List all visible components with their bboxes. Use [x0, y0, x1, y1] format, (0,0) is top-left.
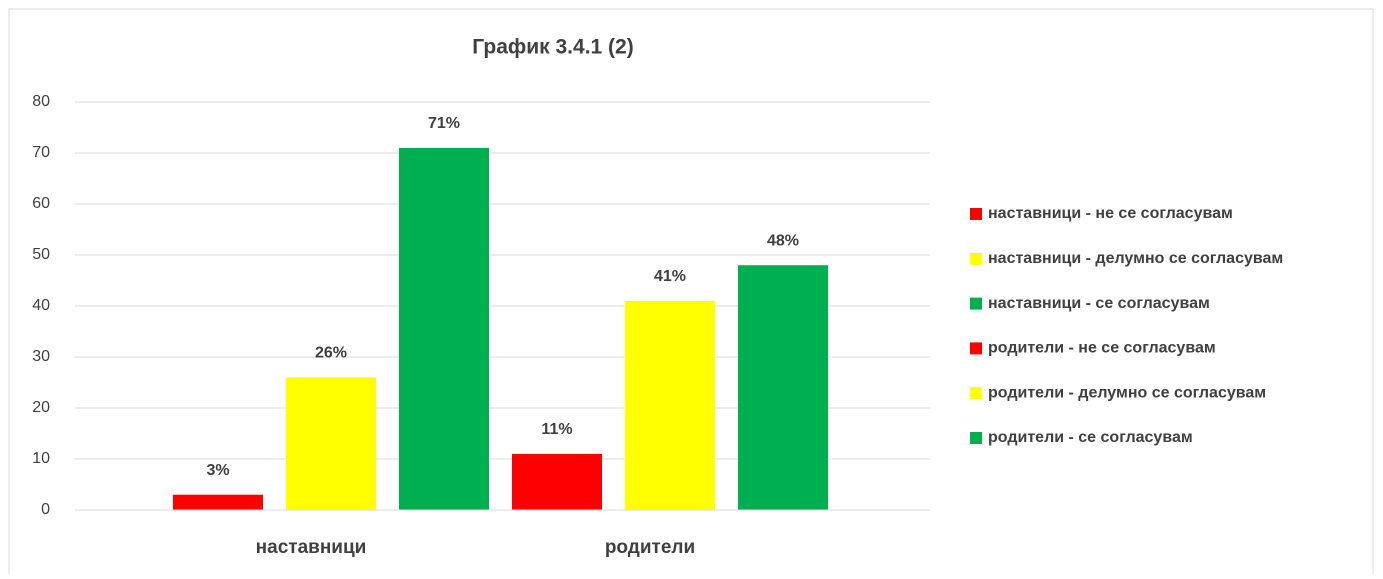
bar — [399, 147, 489, 510]
legend-swatch — [970, 342, 982, 355]
data-label: 48% — [767, 232, 799, 249]
y-tick-label: 80 — [32, 93, 50, 110]
y-tick-label: 0 — [41, 501, 50, 518]
y-tick-label: 50 — [32, 246, 50, 263]
data-label: 71% — [428, 115, 460, 132]
chart-title: График 3.4.1 (2) — [472, 36, 633, 59]
y-tick-label: 30 — [32, 348, 50, 365]
legend-label: родители - се согласувам — [988, 429, 1193, 446]
legend-swatch — [970, 252, 982, 265]
data-label: 11% — [541, 421, 572, 438]
x-tick-label: наставници — [256, 537, 367, 558]
y-tick-label: 60 — [32, 195, 50, 212]
y-tick-label: 70 — [32, 144, 50, 161]
bar — [738, 265, 828, 510]
legend-swatch — [970, 208, 982, 220]
y-tick-label: 10 — [32, 450, 50, 467]
legend-swatch — [970, 387, 982, 400]
y-tick-label: 40 — [32, 297, 50, 314]
data-label: 3% — [206, 462, 229, 479]
y-tick-label: 20 — [32, 399, 50, 416]
x-tick-label: родители — [605, 537, 695, 558]
legend-label: наставници - не се согласувам — [988, 205, 1233, 222]
legend-label: родители - делумно се согласувам — [988, 384, 1266, 401]
legend-swatch — [970, 432, 982, 444]
data-label: 41% — [654, 268, 686, 285]
bar — [286, 377, 376, 510]
bar — [625, 300, 715, 510]
bar — [173, 494, 263, 510]
legend-label: наставници - делумно се согласувам — [988, 250, 1283, 267]
legend-swatch — [970, 297, 982, 310]
legend-label: наставници - се согласувам — [988, 295, 1210, 312]
legend-label: родители - не се согласувам — [988, 340, 1216, 357]
bar — [512, 453, 602, 510]
data-label: 26% — [315, 345, 347, 362]
